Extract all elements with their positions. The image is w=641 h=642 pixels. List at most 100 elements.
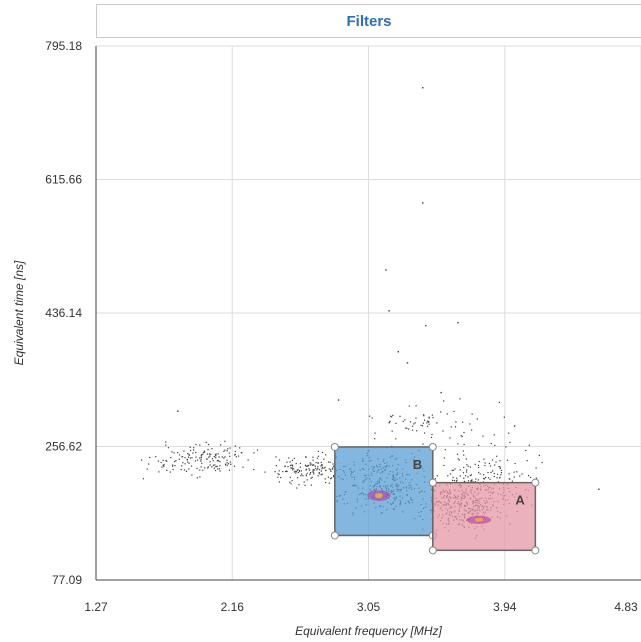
data-point <box>331 468 333 470</box>
data-point <box>193 449 195 451</box>
data-point <box>391 430 393 432</box>
data-point <box>320 461 322 464</box>
data-point <box>173 452 175 454</box>
filters-button[interactable]: Filters <box>96 4 641 38</box>
data-point <box>479 473 481 475</box>
data-point <box>230 463 232 465</box>
data-point <box>217 468 219 470</box>
data-point <box>321 473 323 475</box>
data-point <box>471 429 473 431</box>
data-point <box>207 466 209 468</box>
data-point <box>214 454 217 456</box>
data-point <box>171 465 174 467</box>
data-point <box>234 450 236 453</box>
data-point <box>292 465 294 467</box>
data-point <box>171 451 173 453</box>
data-point <box>472 481 474 483</box>
data-point <box>306 465 308 467</box>
data-point <box>318 473 320 475</box>
data-point <box>456 477 458 479</box>
data-point <box>330 469 332 471</box>
data-point <box>332 467 334 469</box>
data-point <box>321 468 323 470</box>
data-point <box>463 477 465 479</box>
data-point <box>420 424 422 426</box>
data-point <box>328 482 330 484</box>
data-point <box>317 475 319 477</box>
data-point <box>294 470 296 472</box>
data-point <box>295 462 297 465</box>
data-point <box>505 446 507 448</box>
data-point <box>140 459 143 461</box>
data-point <box>482 481 485 483</box>
data-point <box>235 456 237 458</box>
data-point <box>478 466 480 469</box>
data-point <box>313 469 315 471</box>
data-point <box>148 463 150 465</box>
data-point <box>187 461 189 463</box>
data-point <box>404 419 406 421</box>
data-point <box>296 469 298 471</box>
filter-region-b-density-core <box>374 492 383 499</box>
data-point <box>317 468 319 470</box>
data-point <box>200 456 202 459</box>
data-point <box>304 484 306 486</box>
filter-region-b-handle <box>330 442 339 451</box>
data-point <box>224 440 226 442</box>
data-point <box>415 417 417 419</box>
data-point <box>487 477 490 479</box>
data-point <box>207 467 209 469</box>
data-point <box>225 463 227 465</box>
data-point <box>463 481 466 483</box>
data-point <box>183 450 185 452</box>
data-point <box>430 436 433 438</box>
data-point <box>202 453 204 456</box>
data-point <box>184 457 186 459</box>
y-tick-label: 77.09 <box>52 573 82 587</box>
data-point <box>234 454 236 456</box>
data-point <box>278 473 280 476</box>
data-point <box>187 452 189 455</box>
data-point <box>436 475 438 477</box>
data-point <box>426 425 429 427</box>
data-point <box>213 467 215 469</box>
data-point <box>424 419 426 421</box>
data-point <box>374 438 376 440</box>
data-point <box>316 469 318 471</box>
data-point <box>189 449 192 452</box>
data-point <box>440 411 442 413</box>
data-point <box>409 421 412 423</box>
filter-region-a-handle <box>531 478 540 487</box>
data-point <box>478 460 480 463</box>
data-point <box>300 475 302 477</box>
data-point <box>280 476 282 479</box>
data-point <box>462 450 464 452</box>
data-point <box>214 464 216 466</box>
data-point <box>337 399 340 401</box>
data-point <box>165 441 167 443</box>
data-point <box>170 456 172 459</box>
data-point <box>321 451 324 454</box>
data-point <box>169 471 171 473</box>
data-point <box>423 432 426 434</box>
data-point <box>493 434 495 436</box>
data-point <box>217 460 220 462</box>
data-point <box>195 456 197 458</box>
data-point <box>320 470 322 472</box>
data-point <box>318 469 321 471</box>
data-point <box>226 450 228 452</box>
data-point <box>406 362 409 364</box>
data-point <box>455 421 457 423</box>
data-point <box>221 456 223 458</box>
data-point <box>184 463 186 465</box>
data-point <box>277 476 279 478</box>
data-point <box>195 451 197 454</box>
data-point <box>452 469 455 471</box>
data-point <box>181 456 184 458</box>
data-point <box>253 468 255 471</box>
data-point <box>503 416 505 418</box>
data-point <box>506 459 509 461</box>
data-point <box>184 469 186 471</box>
data-point <box>333 465 335 467</box>
data-point <box>206 458 208 460</box>
